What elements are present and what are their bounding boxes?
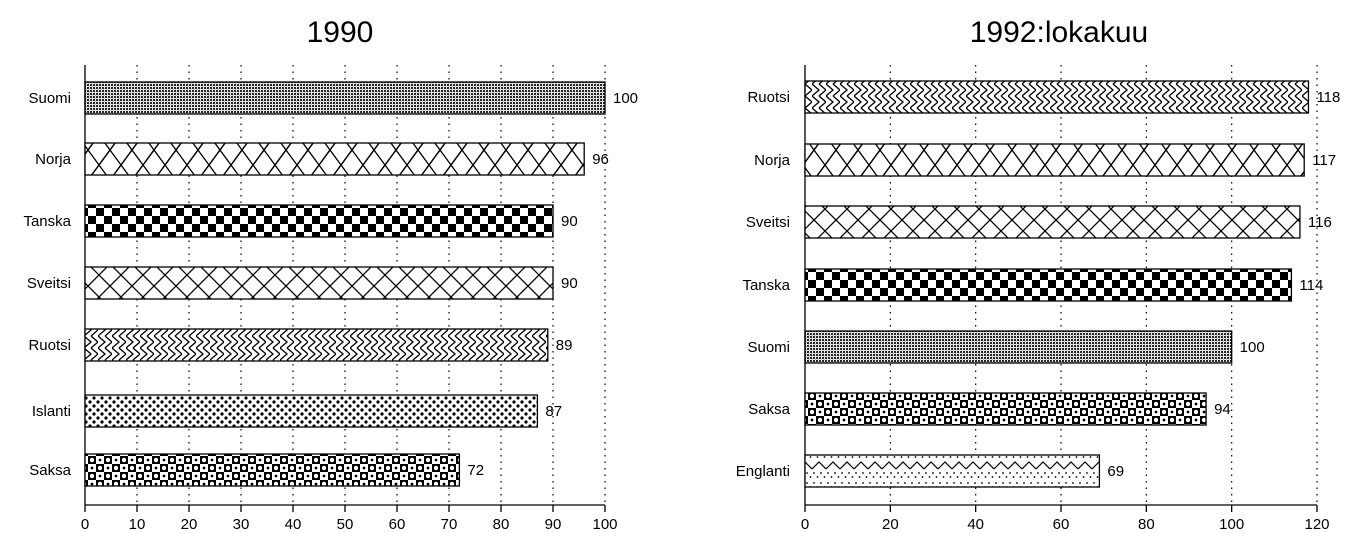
category-label: Englanti — [736, 463, 790, 480]
x-tick-label: 90 — [545, 516, 562, 533]
x-tick-label: 20 — [181, 516, 198, 533]
bar-tanska — [84, 204, 554, 238]
chart-title: 1992:lokakuu — [970, 16, 1148, 49]
data-label: 114 — [1299, 277, 1323, 294]
data-label: 90 — [561, 275, 578, 292]
data-label: 72 — [467, 462, 484, 479]
bar-sveitsi — [804, 205, 1301, 239]
bar-englanti — [804, 454, 1101, 488]
category-label: Islanti — [32, 403, 71, 420]
x-tick-label: 0 — [801, 516, 809, 533]
data-label: 100 — [1240, 339, 1265, 356]
chart-panel-1: 1990 0 10 20 30 40 50 60 70 80 90 100 Suomi 100 Norja 9… — [23, 16, 638, 533]
data-label: 96 — [592, 151, 609, 168]
category-label: Suomi — [747, 339, 790, 356]
category-label: Sveitsi — [27, 275, 71, 292]
data-label: 116 — [1308, 214, 1332, 231]
x-tick-label: 30 — [233, 516, 250, 533]
x-tick-label: 100 — [592, 516, 617, 533]
category-label: Norja — [35, 151, 72, 168]
category-label: Saksa — [29, 462, 71, 479]
x-tick-label: 50 — [337, 516, 354, 533]
data-label: 89 — [556, 337, 573, 354]
bar-ruotsi — [84, 328, 549, 362]
x-tick-label: 10 — [129, 516, 146, 533]
x-tick-label: 20 — [882, 516, 899, 533]
x-tick-label: 80 — [1138, 516, 1155, 533]
category-label: Sveitsi — [746, 214, 790, 231]
bar-ruotsi — [804, 80, 1310, 114]
bar-suomi — [804, 330, 1233, 364]
bar-norja — [84, 142, 585, 176]
x-tick-label: 120 — [1304, 516, 1329, 533]
category-label: Suomi — [28, 90, 71, 107]
bar-norja — [804, 143, 1305, 177]
x-tick-label: 40 — [967, 516, 984, 533]
category-label: Ruotsi — [28, 337, 71, 354]
x-tick-label: 60 — [389, 516, 406, 533]
x-tick-label: 40 — [285, 516, 302, 533]
category-label: Ruotsi — [747, 89, 790, 106]
x-tick-label: 100 — [1219, 516, 1244, 533]
bar-saksa — [804, 392, 1207, 426]
category-label: Saksa — [748, 401, 790, 418]
bar-suomi — [84, 81, 606, 115]
data-label: 100 — [613, 90, 638, 107]
x-tick-label: 70 — [441, 516, 458, 533]
data-label: 118 — [1316, 89, 1340, 106]
x-tick-label: 60 — [1053, 516, 1070, 533]
chart-title: 1990 — [307, 16, 374, 49]
data-label: 87 — [545, 403, 562, 420]
bar-tanska — [804, 268, 1293, 302]
data-label: 90 — [561, 213, 578, 230]
chart-panel-2: 1992:lokakuu 0 20 40 60 80 100 120 Ruotsi 118 Norj… — [736, 16, 1341, 533]
data-label: 94 — [1214, 401, 1231, 418]
category-label: Norja — [754, 152, 791, 169]
bar-islanti — [84, 394, 539, 428]
category-label: Tanska — [23, 213, 71, 230]
data-label: 117 — [1312, 152, 1336, 169]
x-tick-label: 80 — [493, 516, 510, 533]
bar-sveitsi — [84, 266, 554, 300]
category-label: Tanska — [742, 277, 790, 294]
data-label: 69 — [1107, 463, 1124, 480]
bar-saksa — [84, 453, 461, 487]
x-tick-label: 0 — [81, 516, 89, 533]
